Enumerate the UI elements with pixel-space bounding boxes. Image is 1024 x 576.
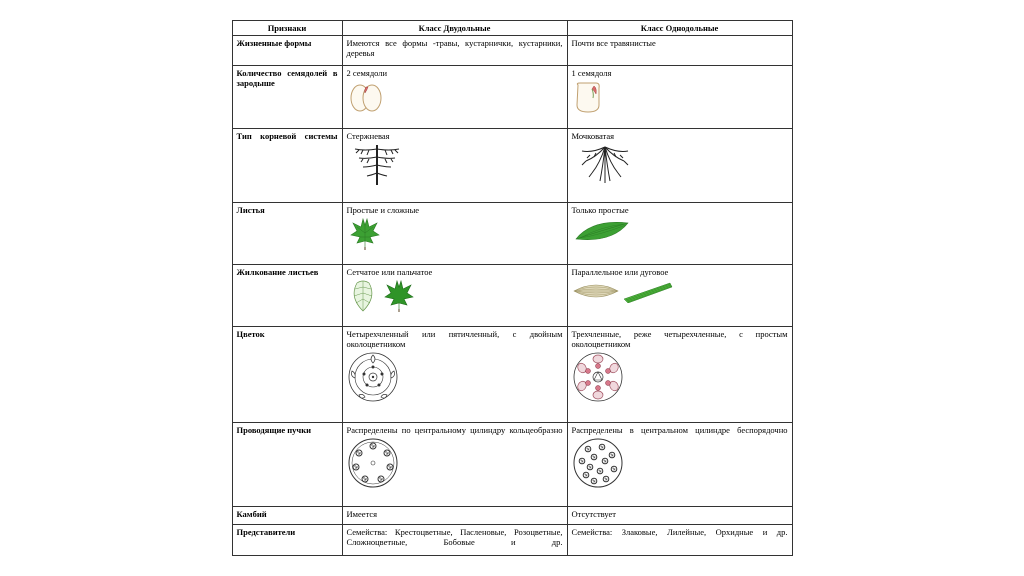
row-label: Проводящие пучки xyxy=(232,423,342,507)
table-row: Листья Простые и сложные Только простые xyxy=(232,202,792,264)
cell-dicot: Распределены по центральному цилиндру ко… xyxy=(342,423,567,507)
cell-dicot: Четырехчленный или пятичленный, с двойны… xyxy=(342,327,567,423)
cell-monocot: Только простые xyxy=(567,202,792,264)
table-row: Камбий Имеется Отсутствует xyxy=(232,507,792,525)
header-monocot: Класс Однодольные xyxy=(567,21,792,36)
cell-monocot: Отсутствует xyxy=(567,507,792,525)
parallel-venation-icon xyxy=(622,279,674,303)
dicot-seed-icon xyxy=(347,80,385,114)
table-row: Тип корневой системы Стержневая xyxy=(232,128,792,202)
cell-monocot: Параллельное или дуговое xyxy=(567,264,792,326)
cell-monocot: Мочковатая xyxy=(567,128,792,202)
monocot-seed-icon xyxy=(572,80,604,114)
table-row: Жизненные формы Имеются все формы -травы… xyxy=(232,36,792,66)
header-dicot: Класс Двудольные xyxy=(342,21,567,36)
cell-monocot: Распределены в центральном цилиндре бесп… xyxy=(567,423,792,507)
cell-monocot: 1 семядоля xyxy=(567,66,792,128)
fibrous-root-icon xyxy=(572,143,638,187)
row-label: Камбий xyxy=(232,507,342,525)
cell-dicot: Семейства: Крестоцветные, Пасленовые, Ро… xyxy=(342,525,567,556)
cell-dicot: 2 семядоли xyxy=(342,66,567,128)
row-label: Жилкование листьев xyxy=(232,264,342,326)
arc-venation-icon xyxy=(572,279,620,303)
cell-dicot: Сетчатое или пальчатое xyxy=(342,264,567,326)
taproot-icon xyxy=(347,143,407,187)
cell-monocot: Трехчленные, реже четырехчленные, с прос… xyxy=(567,327,792,423)
table-row: Проводящие пучки Распределены по централ… xyxy=(232,423,792,507)
net-venation-icon xyxy=(347,279,379,313)
cell-dicot: Стержневая xyxy=(342,128,567,202)
table-row: Цветок Четырехчленный или пятичленный, с… xyxy=(232,327,792,423)
row-label: Жизненные формы xyxy=(232,36,342,66)
maple-leaf-icon xyxy=(347,217,383,251)
cell-dicot: Имеются все формы -травы, кустарнички, к… xyxy=(342,36,567,66)
row-label: Представители xyxy=(232,525,342,556)
header-feature: Признаки xyxy=(232,21,342,36)
cell-dicot: Простые и сложные xyxy=(342,202,567,264)
comparison-table: Признаки Класс Двудольные Класс Однодоль… xyxy=(232,20,793,556)
monocot-flower-diagram-icon xyxy=(572,351,624,403)
palmate-leaf-icon xyxy=(381,279,417,313)
table-row: Представители Семейства: Крестоцветные, … xyxy=(232,525,792,556)
dicot-stem-icon xyxy=(347,437,399,489)
simple-leaf-icon xyxy=(572,217,632,245)
row-label: Листья xyxy=(232,202,342,264)
cell-dicot: Имеется xyxy=(342,507,567,525)
cell-monocot: Семейства: Злаковые, Лилейные, Орхидные … xyxy=(567,525,792,556)
row-label: Цветок xyxy=(232,327,342,423)
row-label: Количество семядолей в зародыше xyxy=(232,66,342,128)
row-label: Тип корневой системы xyxy=(232,128,342,202)
table-row: Количество семядолей в зародыше 2 семядо… xyxy=(232,66,792,128)
cell-monocot: Почти все травянистые xyxy=(567,36,792,66)
dicot-flower-diagram-icon xyxy=(347,351,399,403)
table-row: Жилкование листьев Сетчатое или пальчато… xyxy=(232,264,792,326)
monocot-stem-icon xyxy=(572,437,624,489)
